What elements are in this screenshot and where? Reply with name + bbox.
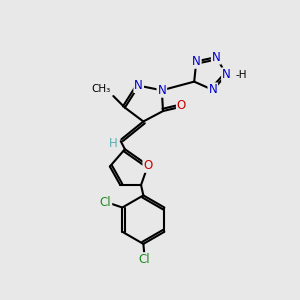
Text: N: N	[192, 55, 201, 68]
Text: -H: -H	[235, 70, 247, 80]
Text: Cl: Cl	[139, 253, 150, 266]
Text: CH₃: CH₃	[92, 84, 111, 94]
Text: Cl: Cl	[100, 196, 111, 209]
Text: O: O	[177, 99, 186, 112]
Text: O: O	[143, 159, 153, 172]
Text: N: N	[212, 51, 220, 64]
Text: N: N	[208, 83, 217, 96]
Text: N: N	[158, 84, 166, 97]
Text: N: N	[222, 68, 231, 81]
Text: N: N	[134, 79, 143, 92]
Text: H: H	[109, 137, 117, 150]
